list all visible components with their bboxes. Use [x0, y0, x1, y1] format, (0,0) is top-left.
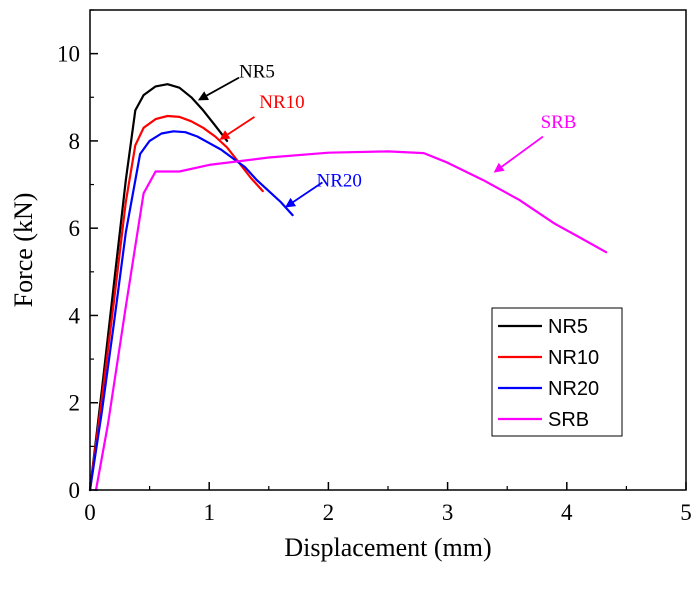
- series-layer: [88, 83, 608, 492]
- x-axis-title: Displacement (mm): [284, 533, 491, 562]
- x-tick-label: 5: [680, 500, 692, 525]
- series-line-srb: [94, 150, 608, 492]
- series-line-nr5: [88, 83, 229, 492]
- annotation-label-nr20: NR20: [316, 171, 361, 192]
- y-axis-ticks: 0 2 4 6 8 10: [57, 9, 98, 503]
- annotation-label-srb: SRB: [541, 112, 577, 133]
- annotation-arrow-nr5: [197, 76, 240, 101]
- x-axis-ticks: 0 1 2 3 4 5: [84, 482, 692, 525]
- y-tick-label: 2: [69, 391, 81, 416]
- annotation-layer: NR5 NR10 NR20 SRB: [197, 62, 577, 208]
- legend-label-nr20: NR20: [548, 378, 599, 400]
- legend: NR5 NR10 NR20 SRB: [491, 307, 623, 437]
- legend-label-nr5: NR5: [548, 316, 588, 338]
- annotation-arrow-srb: [493, 135, 544, 173]
- annotation-label-nr10: NR10: [259, 92, 304, 113]
- y-tick-label: 8: [69, 129, 81, 154]
- y-tick-label: 0: [69, 478, 81, 503]
- y-axis-title: Force (kN): [9, 193, 38, 308]
- legend-box: [491, 307, 623, 437]
- x-tick-label: 2: [323, 500, 335, 525]
- y-tick-label: 10: [57, 42, 80, 67]
- legend-label-srb: SRB: [548, 409, 589, 431]
- x-tick-label: 1: [203, 500, 215, 525]
- series-line-nr20: [88, 130, 294, 492]
- y-tick-label: 4: [69, 303, 81, 328]
- x-tick-label: 3: [442, 500, 454, 525]
- y-tick-label: 6: [69, 216, 81, 241]
- annotation-arrow-nr20: [285, 181, 323, 208]
- annotation-label-nr5: NR5: [239, 62, 275, 83]
- series-line-nr10: [88, 114, 264, 492]
- x-tick-label: 0: [84, 500, 96, 525]
- x-tick-label: 4: [561, 500, 573, 525]
- legend-label-nr10: NR10: [548, 347, 599, 369]
- annotation-arrow-nr10: [219, 116, 255, 140]
